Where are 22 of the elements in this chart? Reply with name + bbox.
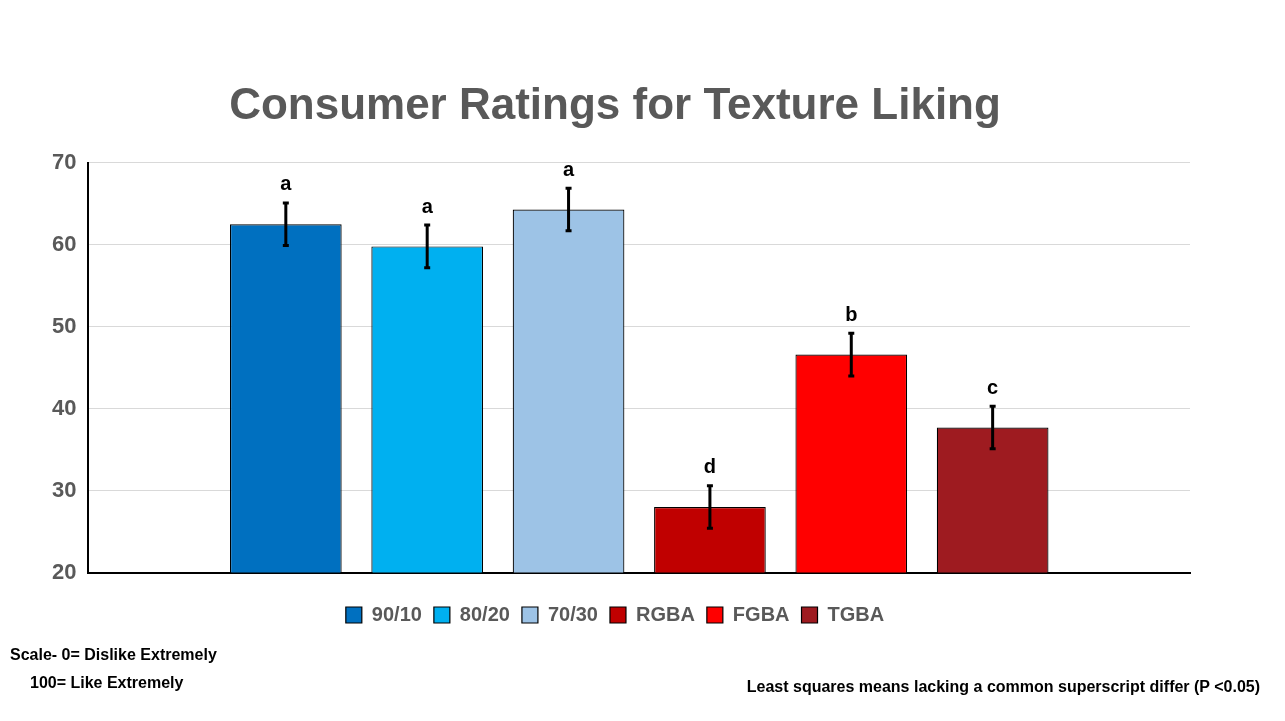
y-tick-label: 30 <box>51 476 77 502</box>
data-label: a <box>421 194 434 217</box>
text: 100= Like Extremely <box>30 674 184 692</box>
legend-label: TGBA <box>827 602 885 625</box>
text: Scale- 0= Dislike Extremely <box>10 646 217 664</box>
legend-label: 80/20 <box>459 602 510 625</box>
y-tick-label: 50 <box>51 312 77 338</box>
y-tick-label: 60 <box>51 230 77 256</box>
y-tick-label: 70 <box>51 148 77 174</box>
y-tick-label: 20 <box>51 558 77 584</box>
y-tick-label: 40 <box>51 394 77 420</box>
data-label: a <box>562 157 575 180</box>
legend-label: FGBA <box>732 602 790 625</box>
data-label: c <box>987 375 999 398</box>
chart-title: Consumer Ratings for Texture Liking <box>229 78 1001 128</box>
text: Least squares means lacking a common superscript differ (P <0.05) <box>746 678 1260 696</box>
data-label: d <box>703 455 717 478</box>
legend-label: RGBA <box>635 602 695 625</box>
legend-label: 70/30 <box>547 602 598 625</box>
data-label: b <box>845 302 858 325</box>
legend-label: 90/10 <box>371 602 422 625</box>
data-label: a <box>280 172 293 195</box>
